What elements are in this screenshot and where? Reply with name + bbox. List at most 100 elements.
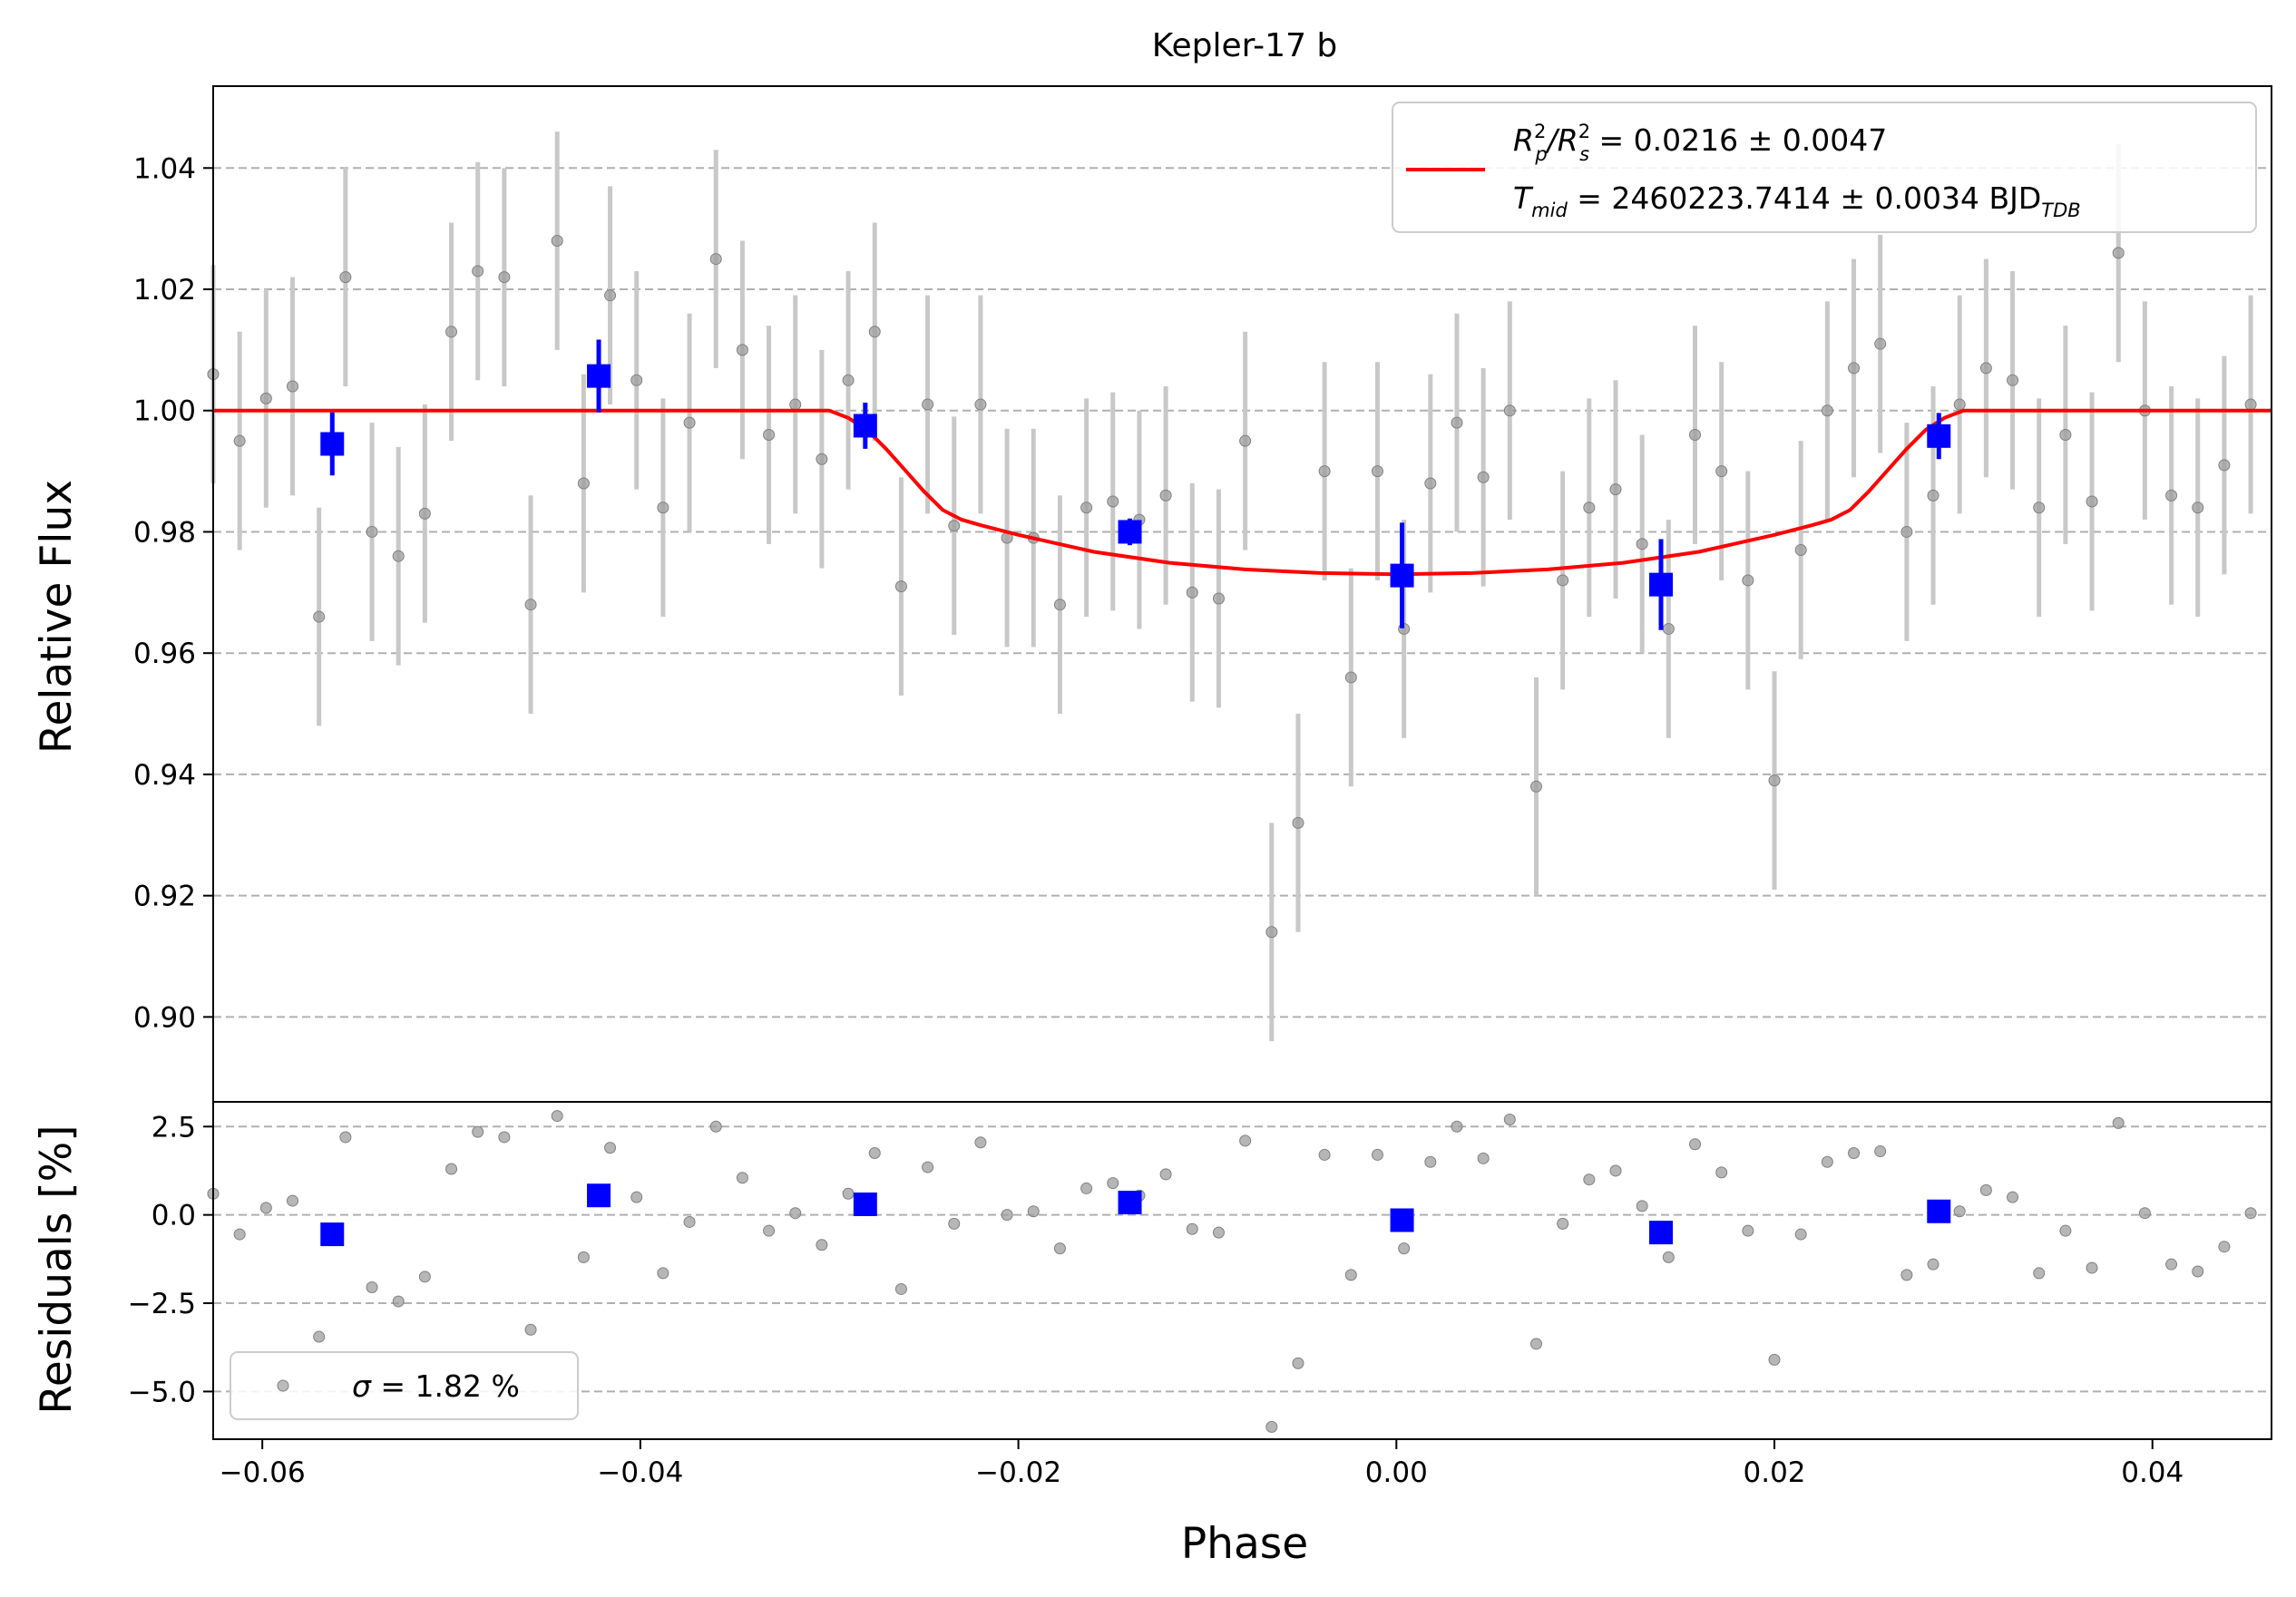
residuals-ytick-label: −5.0 [128,1376,196,1408]
raw-point [683,416,696,429]
residual-point [1424,1155,1437,1168]
legend-tdb-sub: TDB [2041,200,2080,221]
residual-point [1583,1173,1596,1186]
residual-point [1689,1138,1702,1151]
light-curve-ytick-label: 0.98 [133,516,196,549]
raw-point [842,374,855,386]
residual-point [1874,1145,1887,1158]
residual-point [1848,1146,1861,1159]
raw-point [789,398,802,411]
residual-point [1080,1182,1093,1194]
residual-point [2218,1241,2231,1253]
x-tick-label: 0.04 [2121,1456,2184,1489]
raw-point [1318,465,1331,478]
raw-point [233,434,246,447]
raw-point [657,501,669,514]
raw-point [604,289,617,302]
residual-point [1821,1155,1833,1168]
legend-rs-sub: s [1579,143,1589,165]
binned-residual-point [1390,1208,1414,1232]
light-curve-ytick-label: 0.90 [133,1001,196,1034]
residual-point [736,1172,748,1184]
residual-point [1344,1269,1357,1281]
raw-point [709,253,722,266]
raw-point [2112,247,2125,259]
raw-point [1662,622,1675,635]
binned-point [320,432,345,456]
sigma-symbol: σ [352,1368,372,1404]
x-tick-label: −0.06 [220,1456,306,1489]
legend-tmid: Tmid = 2460223.7414 ± 0.0034 BJDTDB [1513,180,2081,221]
legend-tmid-value: = 2460223.7414 ± 0.0034 BJD [1568,180,2041,216]
residual-point [1953,1205,1966,1218]
light-curve-ytick-label: 1.00 [133,395,196,428]
residual-point [2244,1207,2257,1220]
raw-point [1900,525,1913,538]
raw-point [498,271,511,284]
residual-point [2086,1261,2098,1274]
residual-point [1292,1357,1304,1369]
legend-depth-value: = 0.0216 ± 0.0047 [1589,122,1887,158]
residuals-panel: −5.0 −2.5 0.0 2.5 −0.06 −0.04 −0.02 0.00 0.02 0.… [128,1101,2272,1489]
residual-point [233,1228,246,1241]
binned-residual-point [1649,1221,1674,1245]
raw-point [948,520,961,532]
light-curve-ytick-label: 0.94 [133,759,196,792]
residual-point [1239,1134,1252,1147]
sigma-value: = 1.82 % [371,1368,520,1404]
residual-point [1794,1228,1807,1241]
residual-point [2192,1265,2204,1278]
raw-point [2086,495,2098,508]
residual-point [868,1146,881,1159]
legend-t-symbol: T [1513,180,1534,216]
raw-point [816,453,828,465]
residuals-legend-label: σ = 1.82 % [352,1368,520,1404]
raw-point [1344,671,1357,684]
light-curve-ytick-label: 1.02 [133,274,196,307]
residuals-raw-points [207,1110,2257,1433]
residuals-legend-marker [277,1379,289,1392]
residual-point [922,1161,934,1173]
residual-point [2165,1258,2178,1271]
binned-point [853,414,877,438]
residual-point [392,1295,405,1308]
raw-point [339,271,352,284]
residual-point [1529,1338,1542,1350]
residual-point [763,1224,776,1237]
raw-point [1529,780,1542,793]
residual-point [1212,1226,1225,1239]
raw-point [1953,398,1966,411]
residual-point [630,1191,643,1203]
residual-point [2007,1191,2019,1203]
raw-point [1689,428,1702,441]
raw-point [1053,599,1066,611]
raw-point [1186,586,1198,599]
x-tick-label: 0.02 [1744,1456,1806,1489]
residuals-ytick-label: 0.0 [151,1200,196,1232]
raw-point [1477,471,1490,483]
raw-point [2165,489,2178,501]
residual-point [259,1202,272,1214]
light-curve-yticks: 0.90 0.92 0.94 0.96 0.98 1.00 1.02 1.04 [133,152,213,1034]
residual-point [1186,1222,1198,1235]
residual-point [1318,1148,1331,1161]
residual-point [339,1131,352,1144]
raw-point [736,344,748,356]
raw-point [894,580,907,593]
raw-point [418,507,431,520]
raw-point [524,599,537,611]
raw-point [1848,362,1861,375]
raw-point [1609,483,1622,496]
raw-point [1080,501,1093,514]
raw-point [1159,489,1172,501]
raw-point [392,550,405,562]
light-curve-ytick-label: 0.92 [133,881,196,913]
residual-point [1609,1164,1622,1177]
binned-point [1118,520,1142,544]
raw-point [2059,428,2072,441]
binned-residual-point [853,1192,877,1216]
raw-point [1715,465,1728,478]
residual-point [1477,1152,1490,1164]
binned-point [1649,572,1674,597]
